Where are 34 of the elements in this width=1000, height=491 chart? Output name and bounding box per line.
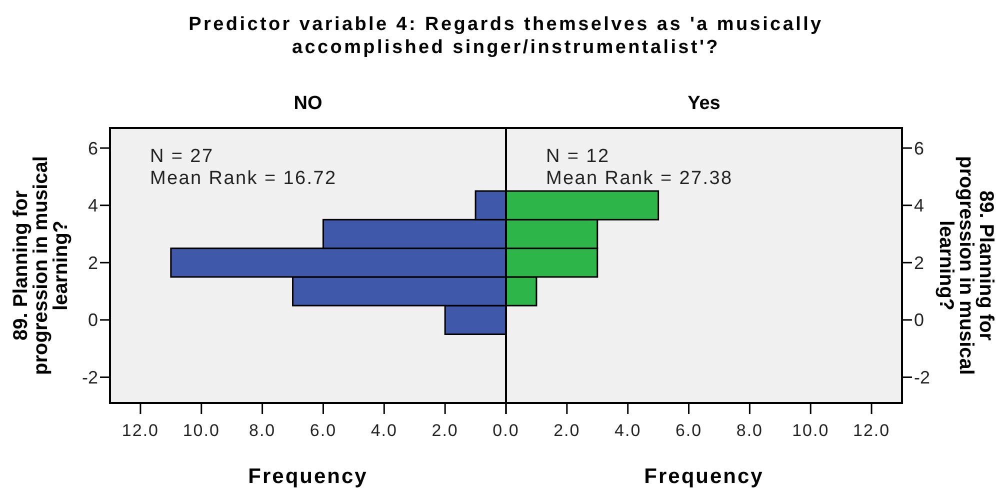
y-tick-label: 2 xyxy=(914,252,924,273)
chart-subtitle: NO xyxy=(294,93,322,114)
y-axis-title: 89. Planning for progression in musical learning? xyxy=(10,156,72,375)
y-tick-label: 4 xyxy=(88,196,98,216)
x-axis-title: Frequency xyxy=(248,465,368,488)
x-tick-label: 10.0 xyxy=(182,421,220,440)
annotation: Mean Rank = 27.38 xyxy=(546,168,733,189)
x-tick-label: 12.0 xyxy=(122,421,160,440)
x-tick-label: 4.0 xyxy=(614,421,642,440)
x-tick-label: 0.0 xyxy=(492,421,520,440)
x-tick-label: 2.0 xyxy=(554,421,580,440)
y-tick-label: -2 xyxy=(82,368,98,388)
chart-title: Predictor variable 4: Regards themselves as 'a musically accomplished singer/instrumentalist'? xyxy=(188,14,824,58)
y-tick-label: 4 xyxy=(914,196,924,216)
x-tick-label: 6.0 xyxy=(310,421,337,440)
x-tick-label: 2.0 xyxy=(432,421,458,440)
x-tick-label: 8.0 xyxy=(248,421,276,440)
annotation: N = 27 xyxy=(150,146,214,167)
x-tick-label: 8.0 xyxy=(736,421,764,440)
x-tick-label: 6.0 xyxy=(675,421,702,440)
y-tick-label: -2 xyxy=(914,368,930,388)
y-tick-label: 6 xyxy=(88,138,98,158)
annotation: Mean Rank = 16.72 xyxy=(150,168,337,189)
x-tick-label: 10.0 xyxy=(792,421,830,440)
chart-subtitle: Yes xyxy=(688,93,720,114)
y-axis-title: 89. Planning for progression in musical learning? xyxy=(935,156,997,375)
annotation: N = 12 xyxy=(546,146,610,167)
x-tick-label: 4.0 xyxy=(370,421,398,440)
y-tick-label: 0 xyxy=(914,310,924,330)
x-axis-title: Frequency xyxy=(644,465,764,488)
x-tick-label: 12.0 xyxy=(852,421,890,440)
y-tick-label: 2 xyxy=(88,252,98,273)
y-tick-label: 6 xyxy=(914,138,924,158)
y-tick-label: 0 xyxy=(88,310,98,330)
